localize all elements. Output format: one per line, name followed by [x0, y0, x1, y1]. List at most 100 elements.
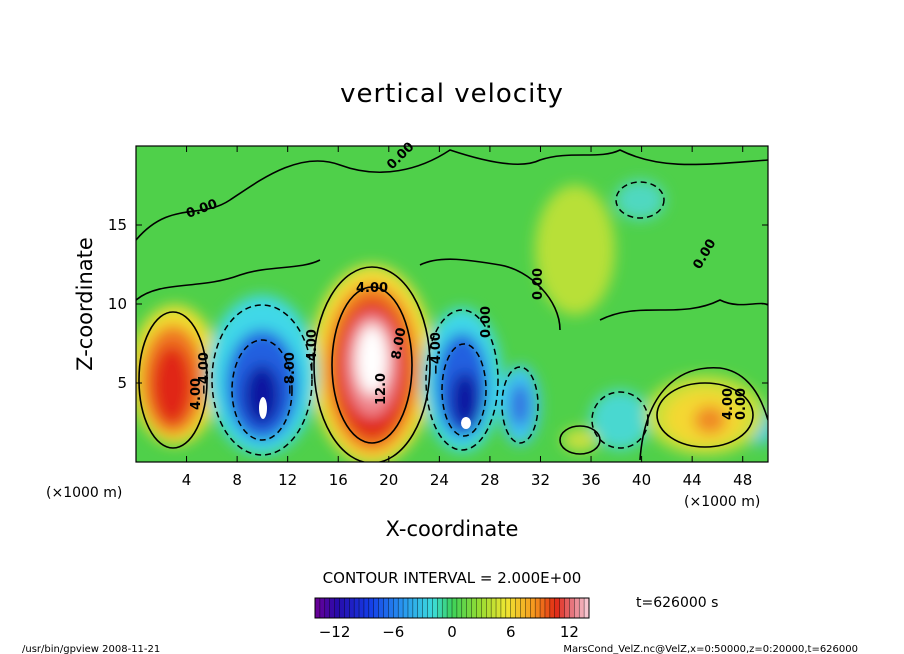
- x-tick-label: 40: [632, 471, 651, 489]
- colorbar-cell: [461, 598, 467, 618]
- colorbar-cell: [559, 598, 565, 618]
- colorbar-cell: [359, 598, 365, 618]
- colorbar-tick-label: −6: [382, 623, 404, 641]
- colorbar-cell: [549, 598, 556, 618]
- downdraft-left-white: [259, 397, 267, 419]
- footer-left: /usr/bin/gpview 2008-11-21: [22, 644, 160, 654]
- contour-zero-top: [136, 149, 768, 241]
- contour-downdraft-right: [425, 309, 499, 451]
- field-features: [136, 180, 768, 462]
- y-axis-title: Z-coordinate: [73, 237, 97, 371]
- colorbar-frame: [314, 597, 590, 619]
- warm-spot: [562, 428, 598, 452]
- cyan-patch-right: [590, 390, 650, 450]
- downdraft-minor-core: [510, 383, 530, 427]
- colorbar-cell: [363, 598, 370, 618]
- updraft-center-core: [356, 325, 388, 395]
- colorbar-cell: [344, 598, 350, 618]
- colorbar-tick-label: 0: [447, 623, 457, 641]
- cyan-patch-top: [615, 180, 665, 220]
- colorbar-tick-label: 12: [560, 623, 579, 641]
- x-axis-title: X-coordinate: [386, 517, 519, 541]
- colorbar-cell: [393, 598, 399, 618]
- contour-label: 0.00: [531, 268, 546, 300]
- colorbar-cell: [491, 598, 497, 618]
- y-tick-label: 5: [117, 374, 127, 392]
- contour-label: 0.00: [479, 306, 494, 338]
- colorbar-cell: [544, 598, 551, 618]
- colorbar-cell: [471, 598, 477, 618]
- x-tick-label: 16: [329, 471, 348, 489]
- contour-label: −8.00: [283, 352, 298, 395]
- colorbar-cell: [412, 598, 419, 618]
- colorbar-cell: [373, 598, 379, 618]
- time-label: t=626000 s: [636, 595, 718, 611]
- contour-zero-right: [639, 367, 768, 461]
- x-tick-label: 8: [232, 471, 242, 489]
- contour-label: 0.00: [734, 388, 749, 420]
- contour-lines-negative: [211, 181, 665, 456]
- colorbar-cell: [329, 598, 335, 618]
- x-tick-label: 44: [683, 471, 702, 489]
- contour-cyan-top: [615, 181, 665, 219]
- colorbar: [314, 598, 590, 618]
- colorbar-cell: [427, 598, 433, 618]
- colorbar-cell: [584, 598, 590, 618]
- colorbar-cell: [535, 598, 541, 618]
- colorbar-tick-label: 6: [506, 623, 516, 641]
- colorbar-cell: [349, 598, 355, 618]
- colorbar-cell: [564, 598, 570, 618]
- contour-updraft-center: [313, 266, 431, 462]
- yellowgreen-region: [535, 185, 615, 315]
- contour-label: 4.00: [189, 378, 204, 410]
- contour-label: −4.00: [197, 352, 212, 395]
- contour-zero-mid: [136, 258, 768, 331]
- colorbar-cell: [398, 598, 404, 618]
- colorbar-cell: [378, 598, 384, 618]
- colorbar-cell: [579, 598, 585, 618]
- contour-label: 8.00: [389, 326, 409, 360]
- colorbar-cell: [383, 598, 389, 618]
- colorbar-cell: [574, 598, 580, 618]
- colorbar-cell: [447, 598, 453, 618]
- colorbar-cell: [354, 598, 360, 618]
- colorbar-tick-label: −12: [319, 623, 351, 641]
- colorbar-cell: [510, 598, 516, 618]
- colorbar-cell: [540, 598, 546, 618]
- colorbar-cell: [368, 598, 375, 618]
- colorbar-cell: [422, 598, 428, 618]
- updraft-right-core: [694, 406, 726, 434]
- contour-label: −4.00: [429, 332, 444, 375]
- downdraft-left-core: [244, 365, 280, 425]
- x-tick-label: 4: [182, 471, 192, 489]
- colorbar-cell: [452, 598, 458, 618]
- contour-downdraft-left-inner: [231, 339, 293, 441]
- contour-updraft-left: [138, 311, 208, 449]
- contour-downdraft-minor: [501, 366, 539, 444]
- colorbar-cell: [437, 598, 443, 618]
- y-tick-label: 15: [108, 216, 127, 234]
- colorbar-cell: [530, 598, 536, 618]
- contour-downdraft-right-inner: [441, 343, 487, 437]
- contour-downdraft-left: [211, 304, 313, 456]
- colorbar-cell: [466, 598, 472, 618]
- colorbar-cell: [481, 598, 487, 618]
- downdraft-right-core: [451, 372, 479, 428]
- x-unit-label-right: (×1000 m): [684, 494, 760, 510]
- colorbar-cell: [554, 598, 560, 618]
- contour-label: −4.00: [305, 329, 320, 372]
- x-tick-label: 48: [733, 471, 752, 489]
- colorbar-cell: [486, 598, 492, 618]
- plot-area: [136, 146, 768, 462]
- footer-right: MarsCond_VelZ.nc@VelZ,x=0:50000,z=0:2000…: [563, 644, 858, 654]
- x-tick-label: 36: [581, 471, 600, 489]
- colorbar-cell: [520, 598, 526, 618]
- contour-label: 4.00: [721, 388, 736, 420]
- colorbar-cell: [515, 598, 521, 618]
- colorbar-ticks: −12 −6 0 6 12: [319, 623, 579, 641]
- colorbar-cell: [496, 598, 502, 618]
- colorbar-cell: [500, 598, 507, 618]
- x-tick-label: 32: [531, 471, 550, 489]
- colorbar-cell: [476, 598, 482, 618]
